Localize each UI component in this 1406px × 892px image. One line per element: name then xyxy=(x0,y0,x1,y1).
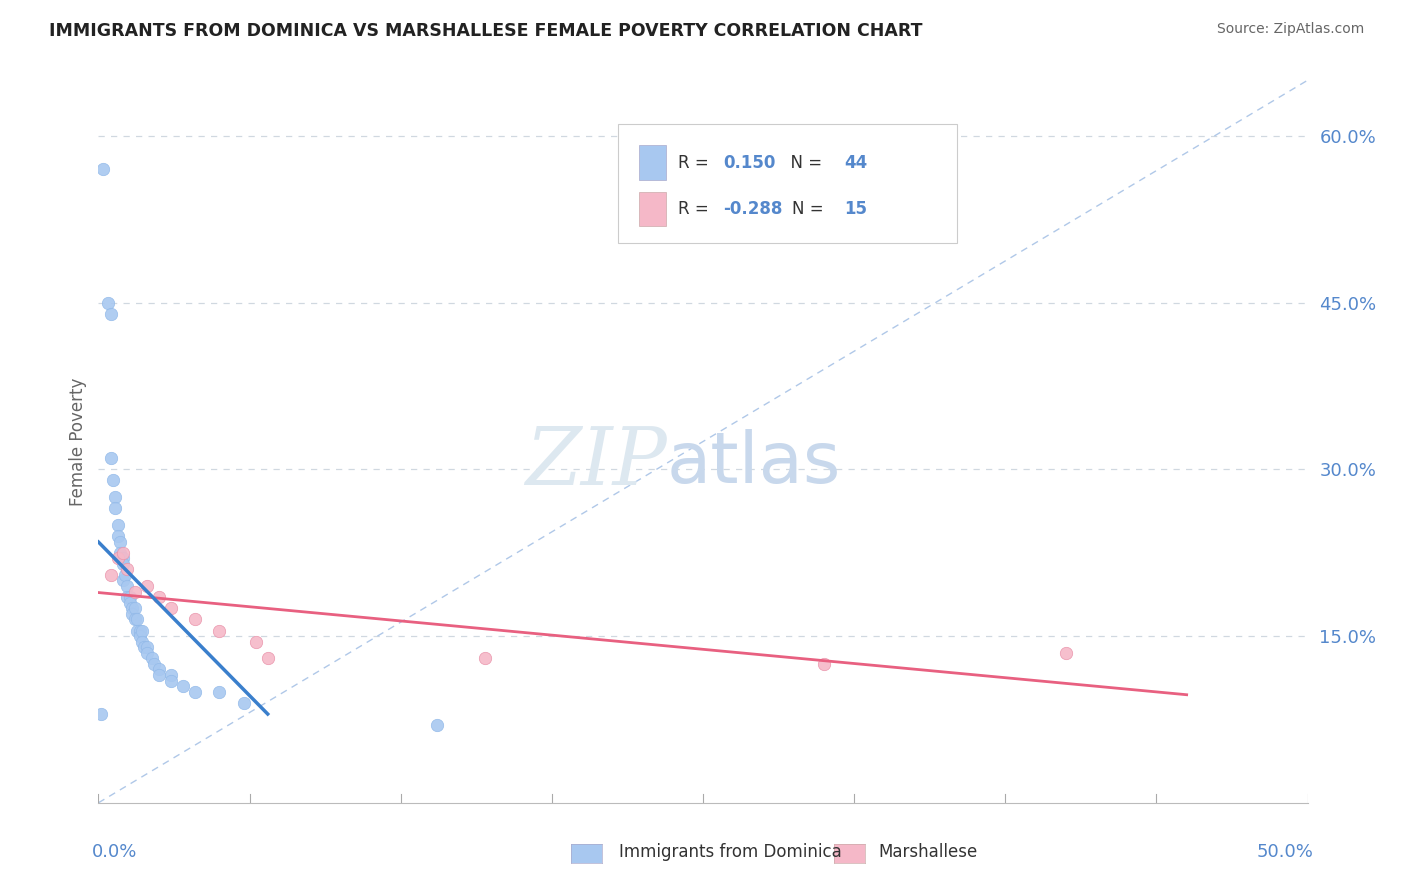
Point xyxy=(118,596,141,610)
Point xyxy=(148,590,170,604)
Text: -0.288: -0.288 xyxy=(724,200,783,218)
Text: Marshallese: Marshallese xyxy=(879,843,979,861)
FancyBboxPatch shape xyxy=(638,192,665,227)
Point xyxy=(117,562,139,576)
Text: R =: R = xyxy=(678,200,714,218)
Point xyxy=(232,696,254,710)
Text: N =: N = xyxy=(793,200,830,218)
Point xyxy=(111,557,134,571)
Text: 44: 44 xyxy=(845,153,868,171)
Point xyxy=(117,590,139,604)
Point xyxy=(100,568,122,582)
Text: 0.0%: 0.0% xyxy=(93,843,138,861)
Point xyxy=(124,584,146,599)
Text: N =: N = xyxy=(780,153,828,171)
Point xyxy=(97,295,120,310)
Text: Source: ZipAtlas.com: Source: ZipAtlas.com xyxy=(1216,22,1364,37)
Point xyxy=(208,624,231,638)
FancyBboxPatch shape xyxy=(638,145,665,180)
Point xyxy=(208,684,231,698)
Point xyxy=(135,579,157,593)
Point xyxy=(143,657,166,671)
Point xyxy=(104,490,127,504)
Point xyxy=(91,162,114,177)
Text: 15: 15 xyxy=(845,200,868,218)
Text: ZIP: ZIP xyxy=(524,425,666,502)
Point xyxy=(114,568,136,582)
Point xyxy=(160,673,183,688)
Point xyxy=(90,706,112,721)
Text: Immigrants from Dominica: Immigrants from Dominica xyxy=(619,843,841,861)
Point xyxy=(1054,646,1077,660)
Point xyxy=(135,646,157,660)
Point xyxy=(426,718,449,732)
Text: IMMIGRANTS FROM DOMINICA VS MARSHALLESE FEMALE POVERTY CORRELATION CHART: IMMIGRANTS FROM DOMINICA VS MARSHALLESE … xyxy=(49,22,922,40)
FancyBboxPatch shape xyxy=(619,124,957,243)
Point xyxy=(813,657,835,671)
Point xyxy=(101,474,124,488)
Point xyxy=(135,640,157,655)
Point xyxy=(100,307,122,321)
Point xyxy=(111,574,134,588)
Point xyxy=(117,579,139,593)
Point xyxy=(111,551,134,566)
Point xyxy=(121,607,143,621)
Point xyxy=(104,501,127,516)
Y-axis label: Female Poverty: Female Poverty xyxy=(69,377,87,506)
Text: 0.150: 0.150 xyxy=(724,153,776,171)
Point xyxy=(131,624,153,638)
Point xyxy=(160,601,183,615)
Point xyxy=(111,546,134,560)
Point xyxy=(100,451,122,466)
Point xyxy=(108,546,131,560)
Point xyxy=(134,640,156,655)
Point xyxy=(141,651,163,665)
Point xyxy=(131,634,153,648)
Point xyxy=(256,651,278,665)
Point xyxy=(474,651,496,665)
Point xyxy=(148,668,170,682)
Point xyxy=(124,612,146,626)
Point xyxy=(108,534,131,549)
Point xyxy=(124,601,146,615)
Point xyxy=(107,529,129,543)
Point xyxy=(128,629,150,643)
Point xyxy=(121,601,143,615)
Point xyxy=(118,590,141,604)
Point xyxy=(127,624,149,638)
Point xyxy=(107,517,129,532)
Point xyxy=(148,662,170,676)
Point xyxy=(128,624,150,638)
Point xyxy=(107,551,129,566)
Point xyxy=(127,612,149,626)
Point xyxy=(160,668,183,682)
Point xyxy=(184,684,207,698)
Text: R =: R = xyxy=(678,153,714,171)
Point xyxy=(172,679,194,693)
Point xyxy=(184,612,207,626)
Point xyxy=(245,634,267,648)
Text: atlas: atlas xyxy=(666,429,841,498)
Text: 50.0%: 50.0% xyxy=(1257,843,1313,861)
